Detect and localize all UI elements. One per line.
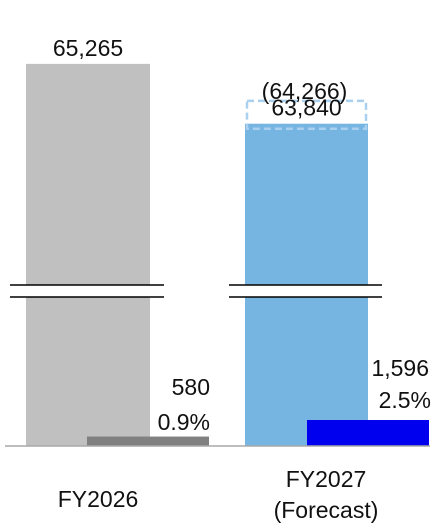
axis-break-layer	[10, 284, 382, 298]
previous-forecast-label: (64,266)	[262, 78, 348, 104]
bars-layer	[26, 63, 429, 447]
bar-fy2027-small	[307, 420, 429, 446]
percent-label-fy2026: 0.9%	[158, 409, 210, 435]
value-label-fy2026-small: 580	[172, 374, 210, 400]
percent-label-fy2027: 2.5%	[379, 387, 431, 413]
value-label-fy2026-main: 65,265	[53, 35, 123, 61]
value-label-fy2027-small: 1,596	[371, 355, 429, 381]
value-label-fy2027-main: 63,840	[271, 95, 341, 121]
category-label-fy2026: FY2026	[58, 486, 139, 512]
labels-layer: 65,265 580 0.9% FY2026 63,840 1,596 2.5% FY2027…	[53, 35, 431, 523]
bar-fy2026-small	[87, 436, 209, 446]
bar-fy2026-main	[26, 63, 150, 447]
axis-break-gap-fy2027	[229, 285, 382, 297]
category-label-fy2027-sub: (Forecast)	[274, 497, 379, 523]
previous-forecast-outline	[245, 99, 368, 130]
category-label-fy2027: FY2027	[286, 466, 367, 492]
axis-break-gap-fy2026	[10, 285, 164, 297]
